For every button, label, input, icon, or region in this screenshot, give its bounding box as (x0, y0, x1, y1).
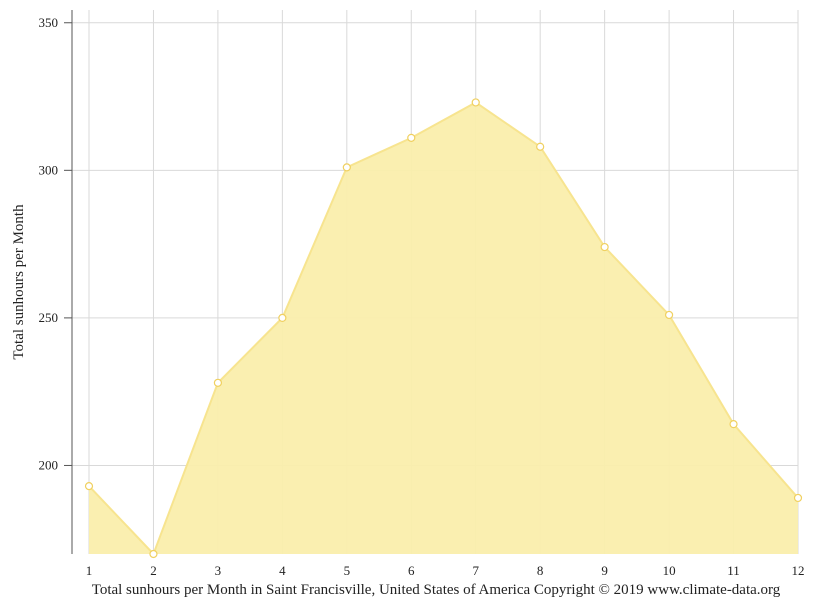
data-point (793, 493, 803, 503)
x-tick-label: 6 (408, 563, 415, 578)
axes (64, 10, 73, 554)
y-tick-label: 300 (39, 162, 59, 177)
y-axis-title: Total sunhours per Month (11, 204, 27, 360)
x-tick-label: 3 (215, 563, 222, 578)
chart-caption: Total sunhours per Month in Saint Franci… (91, 582, 781, 598)
x-tick-label: 8 (537, 563, 544, 578)
data-point (213, 378, 223, 387)
x-tick-label: 2 (150, 563, 157, 578)
data-point (342, 163, 351, 172)
area-series (88, 101, 799, 556)
data-point (84, 482, 94, 491)
y-tick-label: 250 (39, 310, 59, 325)
data-point (536, 142, 545, 151)
markers (84, 98, 803, 559)
data-point (149, 549, 158, 559)
x-tick-label: 7 (472, 563, 479, 578)
data-point (600, 242, 609, 252)
x-tick-label: 12 (792, 563, 805, 578)
area-fill (89, 102, 798, 555)
y-tick-label: 350 (39, 15, 59, 30)
x-tick-label: 4 (279, 563, 286, 578)
data-point (278, 313, 287, 322)
data-point (729, 420, 738, 429)
x-tick-label: 9 (601, 563, 608, 578)
series-line (88, 101, 799, 556)
data-point (471, 98, 480, 107)
x-tick-label: 10 (663, 563, 676, 578)
data-point (664, 310, 674, 320)
y-tick-label: 200 (39, 457, 59, 472)
x-tick-label: 5 (344, 563, 351, 578)
x-tick-label: 1 (86, 563, 93, 578)
data-point (407, 133, 416, 142)
x-tick-label: 11 (727, 563, 740, 578)
